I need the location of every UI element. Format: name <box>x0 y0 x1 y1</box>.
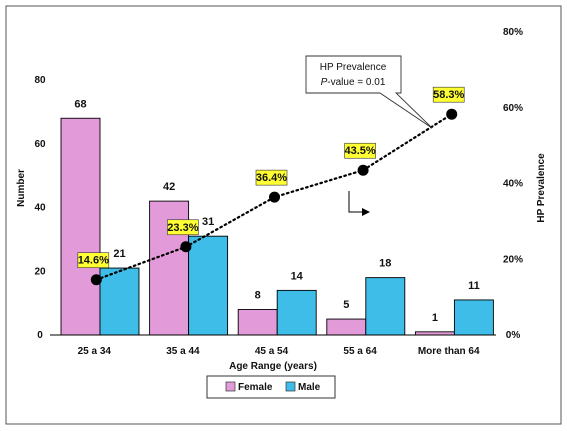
y2-tick-label: 20% <box>503 254 523 265</box>
category-label: 55 a 64 <box>343 346 377 357</box>
y2-axis-ticks: 0% 20% 40% 60% 80% <box>503 27 523 341</box>
annotation-line1: HP Prevalence <box>320 62 387 73</box>
prevalence-label: 23.3% <box>167 222 198 234</box>
prevalence-marker <box>90 274 102 286</box>
category-label: More than 64 <box>418 346 480 357</box>
y2-tick-label: 80% <box>503 27 523 38</box>
prevalence-annotation: HP Prevalence P-value = 0.01 <box>305 55 433 129</box>
trend-arrow <box>348 191 362 213</box>
bar-male <box>276 289 317 336</box>
y-tick-label: 0 <box>37 330 43 341</box>
legend: Female Male <box>206 375 336 399</box>
bar-female <box>326 318 367 336</box>
prevalence-marker <box>180 241 192 253</box>
prevalence-label: 43.5% <box>344 145 375 157</box>
bar-value-label: 31 <box>202 216 214 228</box>
legend-label-female: Female <box>238 382 273 393</box>
category-label: 25 a 34 <box>78 346 112 357</box>
bar-value-label: 8 <box>255 290 261 302</box>
bar-value-label: 68 <box>74 98 86 110</box>
prevalence-label-box <box>432 86 465 103</box>
y-tick-label: 20 <box>34 266 46 277</box>
bar-male <box>365 277 406 336</box>
annotation-p-italic: P <box>321 77 328 88</box>
bar-value-label: 1 <box>432 312 438 324</box>
bar-value-label: 11 <box>468 280 480 292</box>
annotation-callout <box>305 55 433 129</box>
prevalence-label-box <box>255 169 288 186</box>
annotation-p-value: -value = 0.01 <box>327 77 386 88</box>
annotation-line2: P-value = 0.01 <box>321 77 386 88</box>
y-tick-label: 60 <box>34 139 46 150</box>
bar-value-label: 42 <box>163 181 175 193</box>
prevalence-line-layer: 14.6% 23.3% 36.4% 43.5% 58.3% <box>77 86 465 286</box>
bar-value-label: 14 <box>291 270 304 282</box>
y2-tick-label: 60% <box>503 103 523 114</box>
bar-male <box>453 299 494 336</box>
prevalence-label-box <box>167 219 199 236</box>
category-labels: 25 a 34 35 a 44 45 a 54 55 a 64 More than 64 <box>78 346 480 357</box>
bar-male <box>188 235 229 336</box>
bar-value-label: 5 <box>343 299 349 311</box>
y-axis-ticks: 0 20 40 60 80 <box>34 75 46 341</box>
prevalence-label: 58.3% <box>433 89 464 101</box>
legend-swatch-male <box>285 381 296 392</box>
y-axis-title: Number <box>16 169 27 207</box>
bar-male <box>99 267 140 336</box>
bar-value-label: 18 <box>379 258 391 270</box>
legend-swatch-female <box>225 381 236 392</box>
y2-tick-label: 0% <box>506 330 521 341</box>
prevalence-marker <box>269 191 280 203</box>
prevalence-label: 36.4% <box>256 172 287 184</box>
category-label: 45 a 54 <box>255 346 289 357</box>
legend-box <box>206 375 336 399</box>
prevalence-marker <box>446 108 458 120</box>
bars-layer <box>60 117 494 336</box>
trend-arrow-head <box>362 208 370 216</box>
prevalence-label-box <box>77 252 110 269</box>
legend-label-male: Male <box>298 382 321 393</box>
prevalence-marker <box>357 164 369 176</box>
y-tick-label: 80 <box>34 75 46 86</box>
y2-axis-title: HP Prevalence <box>536 153 547 223</box>
x-axis-title: Age Range (years) <box>229 361 317 372</box>
prevalence-label: 14.6% <box>78 255 109 267</box>
bar-female <box>237 309 278 336</box>
category-label: 35 a 44 <box>166 346 200 357</box>
bar-value-label: 21 <box>113 248 125 260</box>
bar-female <box>60 117 101 336</box>
y-tick-label: 40 <box>34 203 46 214</box>
prevalence-label-box <box>344 142 376 159</box>
y2-tick-label: 40% <box>503 179 523 190</box>
